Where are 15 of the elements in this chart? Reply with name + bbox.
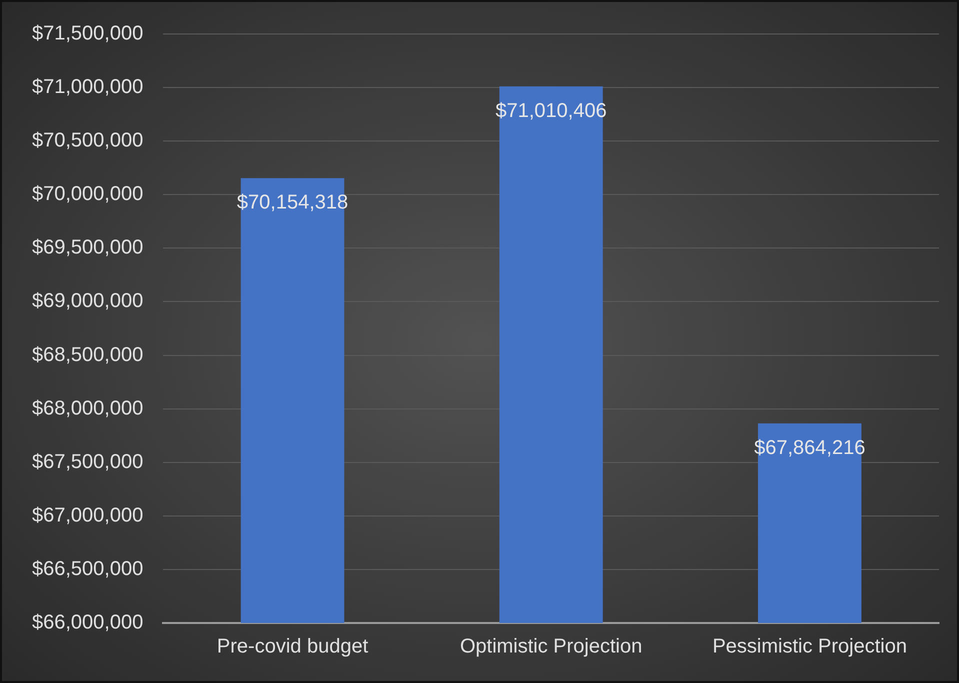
y-tick-label: $71,000,000: [32, 76, 144, 98]
y-tick-label: $70,500,000: [32, 130, 144, 152]
y-tick-label: $66,500,000: [32, 558, 144, 580]
x-tick-label: Pre-covid budget: [216, 636, 369, 658]
y-tick-label: $67,500,000: [32, 450, 144, 473]
y-tick-label: $68,000,000: [32, 397, 144, 420]
y-tick-label: $66,000,000: [32, 612, 144, 634]
y-tick-label: $68,500,000: [32, 344, 144, 366]
x-tick-label: Pessimistic Projection: [712, 636, 907, 658]
y-tick-label: $69,000,000: [32, 290, 144, 312]
y-tick-label: $70,000,000: [32, 183, 144, 206]
x-tick-label: Optimistic Projection: [460, 636, 642, 658]
y-tick-label: $69,500,000: [32, 236, 144, 259]
y-tick-label: $67,000,000: [32, 504, 144, 526]
y-tick-label: $71,500,000: [32, 22, 144, 45]
